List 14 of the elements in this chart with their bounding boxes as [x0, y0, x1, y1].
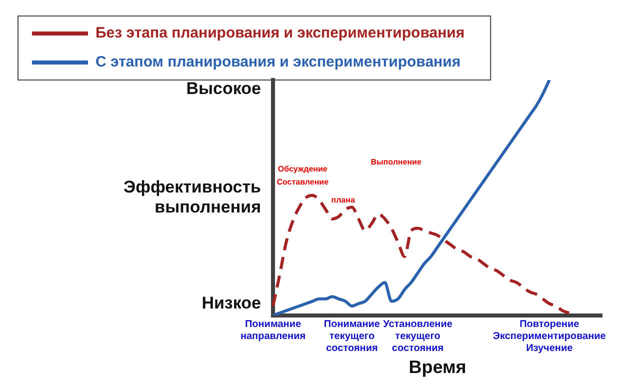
annotation: плана: [331, 195, 356, 204]
x-axis-title: Время: [408, 357, 466, 378]
text: Низкое: [202, 293, 261, 312]
x-tick-label: Установление текущего состояния: [383, 319, 453, 354]
annotation: Составление: [276, 178, 330, 187]
x-tick-label: Повторение Экспериментирование Изучение: [492, 319, 606, 354]
annotation: Обсуждение: [278, 164, 328, 174]
legend-label: Без этапа планирования и экспериментирования: [96, 24, 465, 42]
annotation: Выполнение: [370, 158, 422, 167]
x-tick-label: Понимание направления: [240, 319, 306, 342]
x-tick-label: Понимание текущего состояния: [324, 319, 380, 354]
text: Высокое: [186, 79, 261, 98]
legend-label: С этапом планирования и экспериментирования: [96, 54, 461, 71]
y-axis-title: Эффективность выполнения: [124, 177, 261, 216]
